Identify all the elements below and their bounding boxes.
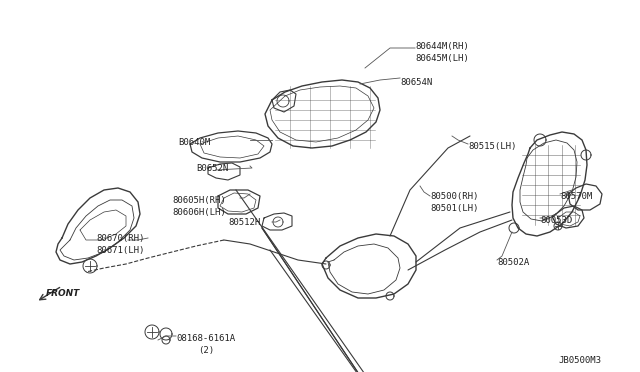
Text: JB0500M3: JB0500M3 [558,356,601,365]
Text: (2): (2) [198,346,214,355]
Text: B0652N: B0652N [196,164,228,173]
Text: 08168-6161A: 08168-6161A [176,334,235,343]
Text: 80501(LH): 80501(LH) [430,204,478,213]
Text: 80654N: 80654N [400,78,432,87]
Text: 80502A: 80502A [497,258,529,267]
Text: 80053D: 80053D [540,216,572,225]
Text: 80500(RH): 80500(RH) [430,192,478,201]
Text: 80645M(LH): 80645M(LH) [415,54,468,63]
Text: B0640M: B0640M [178,138,211,147]
Text: 80670(RH): 80670(RH) [96,234,145,243]
Text: 80606H(LH): 80606H(LH) [172,208,226,217]
Text: 80671(LH): 80671(LH) [96,246,145,255]
Text: 80644M(RH): 80644M(RH) [415,42,468,51]
Text: FRONT: FRONT [46,289,80,298]
Text: 80570M: 80570M [560,192,592,201]
Text: 80512H: 80512H [228,218,260,227]
Text: 80515(LH): 80515(LH) [468,142,516,151]
Text: 80605H(RH): 80605H(RH) [172,196,226,205]
